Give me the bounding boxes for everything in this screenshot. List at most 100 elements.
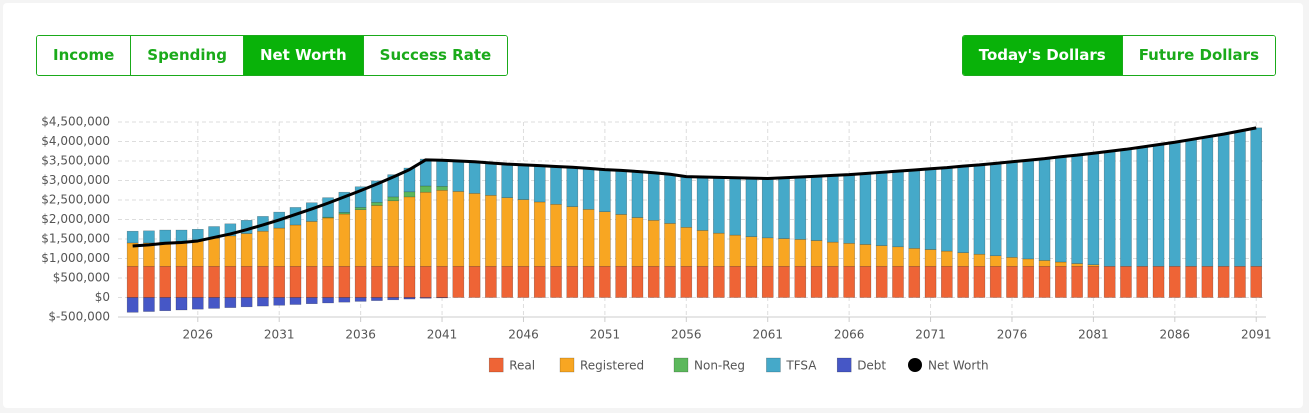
bar-segment — [452, 160, 465, 192]
y-tick-label: $2,000,000 — [41, 212, 110, 226]
bar-segment — [419, 185, 432, 193]
bar-segment — [533, 266, 546, 298]
bar-segment — [126, 266, 139, 298]
x-tick-label: 2061 — [752, 328, 783, 342]
card: Income Spending Net Worth Success Rate Toda… — [3, 3, 1303, 408]
x-tick-label: 2046 — [508, 328, 539, 342]
bar-segment — [273, 266, 285, 298]
bar-segment — [827, 266, 839, 298]
bar-segment — [224, 297, 237, 308]
bar-segment — [533, 201, 546, 267]
bar-segment — [957, 266, 969, 298]
bar-segment — [761, 178, 774, 239]
bar-segment — [566, 206, 579, 267]
bar-segment — [696, 176, 709, 231]
bar-segment — [989, 266, 1002, 298]
bar-segment — [680, 266, 693, 298]
bar-segment — [192, 266, 204, 298]
bar-segment — [1169, 142, 1181, 267]
bar-segment — [159, 241, 172, 267]
bar-segment — [240, 233, 253, 267]
toggle-button[interactable]: Future Dollars — [1121, 36, 1275, 75]
bar-segment — [1217, 133, 1230, 267]
bar-segment — [468, 193, 481, 267]
bar-segment — [1185, 139, 1197, 267]
bar-segment — [517, 164, 530, 200]
bar-segment — [924, 249, 937, 267]
y-tick-label: $0 — [95, 290, 110, 304]
bar-segment — [908, 266, 921, 298]
toggle-button[interactable]: Net Worth — [242, 36, 363, 75]
toggle-button[interactable]: Spending — [130, 36, 243, 75]
bar-segment — [322, 297, 334, 304]
bar-segment — [599, 266, 611, 298]
bar-segment — [794, 239, 807, 267]
bar-segment — [143, 266, 155, 298]
bar-segment — [289, 266, 302, 298]
bar-segment — [240, 266, 253, 298]
legend-marker — [673, 357, 689, 373]
bar-segment — [208, 297, 220, 309]
bar-segment — [1022, 159, 1035, 260]
bar-segment — [354, 266, 367, 298]
bar-segment — [322, 197, 334, 218]
bar-segment — [143, 230, 155, 244]
bar-segment — [240, 297, 253, 308]
bar-segment — [305, 221, 318, 267]
bar-segment — [680, 176, 693, 228]
bar-segment — [452, 191, 465, 267]
bar-segment — [892, 266, 904, 298]
bar-segment — [1152, 266, 1165, 298]
bar-segment — [485, 162, 497, 196]
bar-segment — [175, 229, 188, 242]
bar-segment — [1087, 266, 1100, 298]
bar-segment — [419, 191, 432, 267]
bar-segment — [908, 169, 921, 249]
bar-segment — [289, 297, 302, 305]
toggle-button[interactable]: Success Rate — [362, 36, 508, 75]
bar-segment — [1103, 151, 1116, 267]
bar-segment — [599, 169, 611, 212]
toggle-button[interactable]: Today's Dollars — [962, 36, 1122, 75]
bar-segment — [533, 165, 546, 203]
bar-segment — [257, 266, 269, 298]
bar-segment — [843, 174, 855, 244]
bar-segment — [696, 266, 709, 298]
bar-segment — [1250, 127, 1263, 267]
bar-segment — [1055, 156, 1067, 263]
bar-segment — [875, 172, 888, 246]
x-tick-label: 2036 — [345, 328, 376, 342]
bar-segment — [1136, 146, 1149, 267]
bar-segment — [1217, 266, 1230, 298]
bar-segment — [957, 252, 969, 267]
y-tick-label: $4,000,000 — [41, 134, 110, 148]
bar-segment — [159, 229, 172, 243]
bar-segment — [322, 217, 334, 267]
bar-segment — [1152, 144, 1165, 267]
bar-segment — [387, 297, 399, 301]
bar-segment — [322, 266, 334, 298]
y-tick-label: $4,500,000 — [41, 115, 110, 129]
legend-label: Registered — [580, 359, 644, 373]
bar-segment — [1071, 266, 1083, 298]
bar-segment — [875, 266, 888, 298]
bar-segment — [550, 166, 562, 205]
bar-segment — [1071, 263, 1083, 267]
bar-segment — [827, 241, 839, 267]
bar-segment — [485, 266, 497, 298]
legend-label: Debt — [857, 359, 886, 373]
toggle-button[interactable]: Income — [37, 36, 131, 75]
bar-segment — [371, 205, 383, 267]
bar-segment — [647, 266, 660, 298]
bar-segment — [1038, 158, 1051, 261]
bar-segment — [289, 224, 302, 267]
bar-segment — [859, 244, 872, 267]
bar-segment — [338, 266, 351, 298]
legend-label: Net Worth — [928, 359, 989, 373]
bar-segment — [436, 186, 448, 191]
bar-segment — [1120, 149, 1132, 267]
bar-segment — [175, 266, 188, 298]
bar-segment — [1022, 258, 1035, 267]
bar-segment — [941, 250, 953, 267]
bar-segment — [745, 236, 758, 267]
